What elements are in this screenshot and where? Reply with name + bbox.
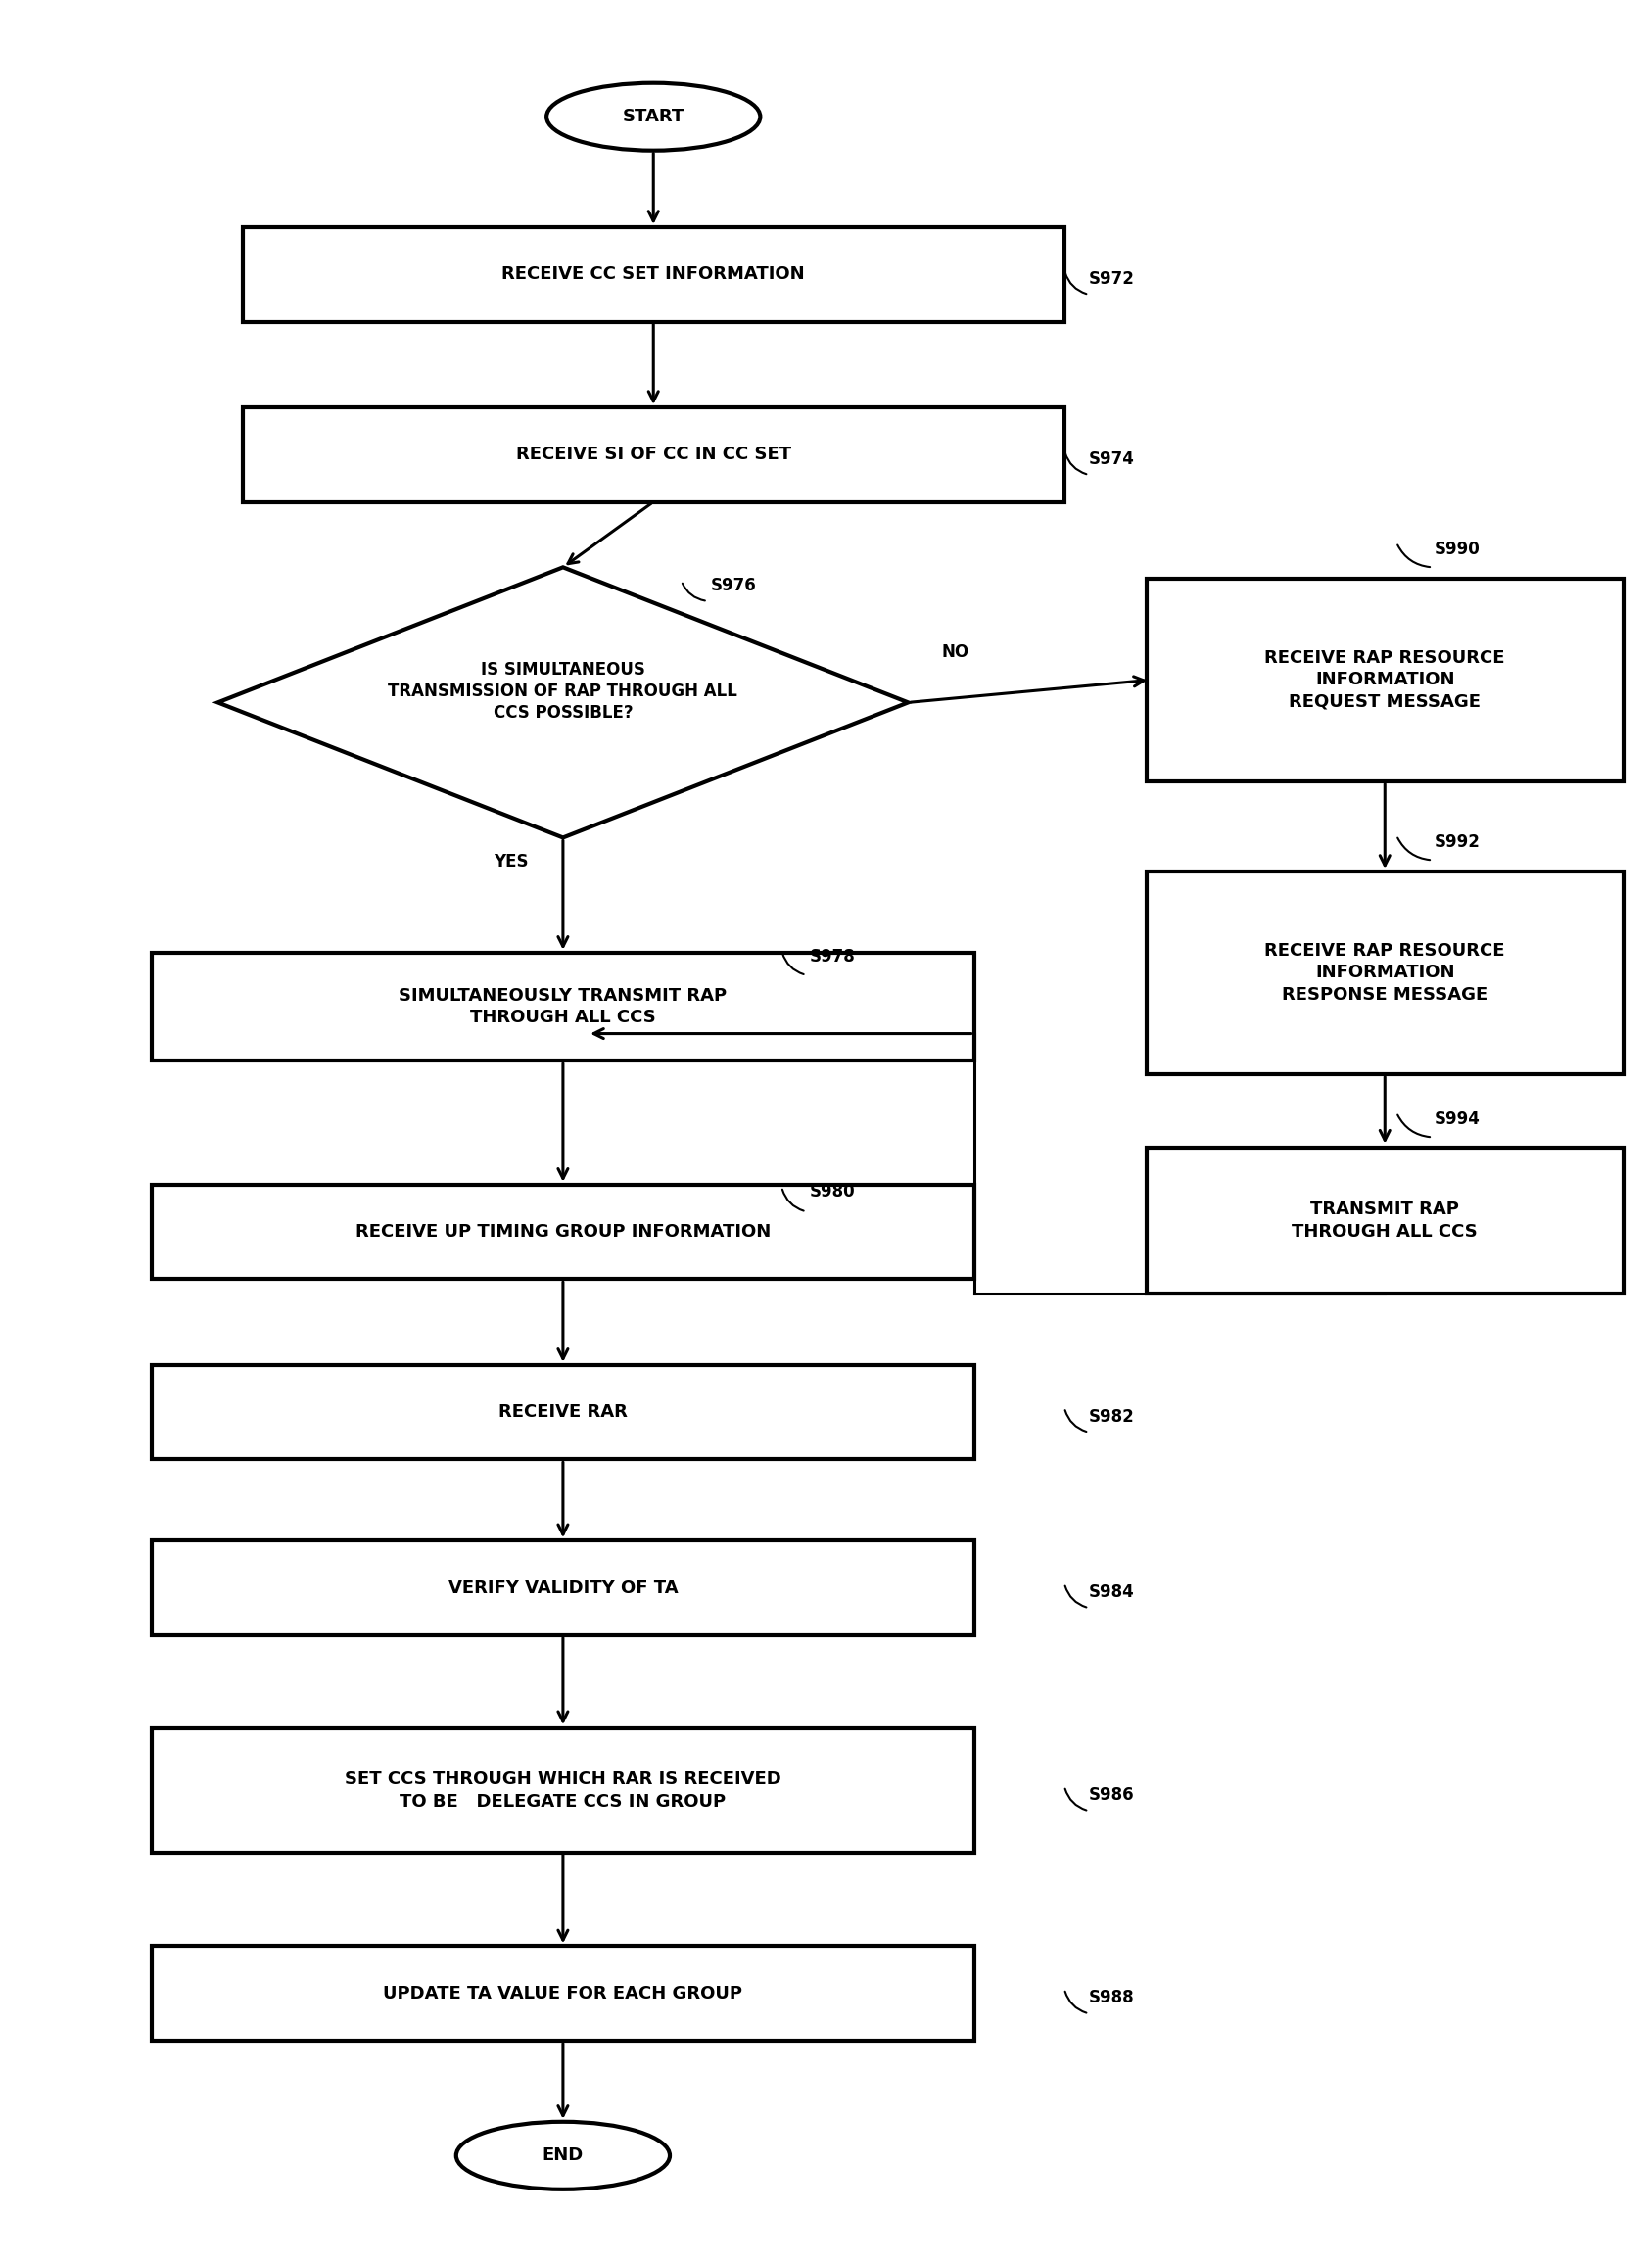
Text: NO: NO — [942, 644, 968, 660]
Text: S974: S974 — [1089, 450, 1135, 468]
Text: S978: S978 — [809, 947, 856, 965]
Text: RECEIVE CC SET INFORMATION: RECEIVE CC SET INFORMATION — [502, 265, 805, 283]
FancyBboxPatch shape — [1146, 1146, 1624, 1293]
Text: RECEIVE UP TIMING GROUP INFORMATION: RECEIVE UP TIMING GROUP INFORMATION — [355, 1223, 771, 1241]
FancyBboxPatch shape — [1146, 579, 1624, 782]
Text: SET CCS THROUGH WHICH RAR IS RECEIVED
TO BE   DELEGATE CCS IN GROUP: SET CCS THROUGH WHICH RAR IS RECEIVED TO… — [345, 1770, 781, 1811]
FancyBboxPatch shape — [152, 1366, 975, 1458]
Text: RECEIVE RAR: RECEIVE RAR — [499, 1404, 628, 1420]
Text: UPDATE TA VALUE FOR EACH GROUP: UPDATE TA VALUE FOR EACH GROUP — [383, 1985, 743, 2003]
Text: TRANSMIT RAP
THROUGH ALL CCS: TRANSMIT RAP THROUGH ALL CCS — [1292, 1201, 1479, 1241]
Text: S982: S982 — [1089, 1409, 1135, 1424]
Polygon shape — [218, 568, 909, 837]
Ellipse shape — [456, 2121, 669, 2189]
Text: S980: S980 — [809, 1183, 856, 1201]
Text: S990: S990 — [1434, 540, 1480, 558]
Text: END: END — [542, 2146, 583, 2164]
Text: RECEIVE SI OF CC IN CC SET: RECEIVE SI OF CC IN CC SET — [515, 445, 791, 464]
FancyBboxPatch shape — [152, 1947, 975, 2042]
Text: RECEIVE RAP RESOURCE
INFORMATION
RESPONSE MESSAGE: RECEIVE RAP RESOURCE INFORMATION RESPONS… — [1265, 943, 1505, 1004]
FancyBboxPatch shape — [152, 1730, 975, 1852]
FancyBboxPatch shape — [1146, 870, 1624, 1074]
Ellipse shape — [547, 84, 760, 151]
FancyBboxPatch shape — [243, 407, 1064, 502]
Text: VERIFY VALIDITY OF TA: VERIFY VALIDITY OF TA — [448, 1578, 677, 1596]
FancyBboxPatch shape — [152, 1540, 975, 1635]
Text: S984: S984 — [1089, 1583, 1135, 1601]
Text: IS SIMULTANEOUS
TRANSMISSION OF RAP THROUGH ALL
CCS POSSIBLE?: IS SIMULTANEOUS TRANSMISSION OF RAP THRO… — [388, 660, 738, 721]
FancyBboxPatch shape — [152, 952, 975, 1060]
Text: YES: YES — [494, 852, 529, 870]
Text: S976: S976 — [710, 577, 757, 595]
FancyBboxPatch shape — [152, 1185, 975, 1280]
Text: S992: S992 — [1434, 834, 1480, 850]
Text: S994: S994 — [1434, 1110, 1480, 1128]
Text: START: START — [623, 109, 684, 127]
Text: S972: S972 — [1089, 269, 1135, 287]
Text: SIMULTANEOUSLY TRANSMIT RAP
THROUGH ALL CCS: SIMULTANEOUSLY TRANSMIT RAP THROUGH ALL … — [398, 986, 727, 1026]
FancyBboxPatch shape — [243, 226, 1064, 321]
Text: S988: S988 — [1089, 1990, 1135, 2008]
Text: RECEIVE RAP RESOURCE
INFORMATION
REQUEST MESSAGE: RECEIVE RAP RESOURCE INFORMATION REQUEST… — [1265, 649, 1505, 710]
Text: S986: S986 — [1089, 1786, 1135, 1804]
